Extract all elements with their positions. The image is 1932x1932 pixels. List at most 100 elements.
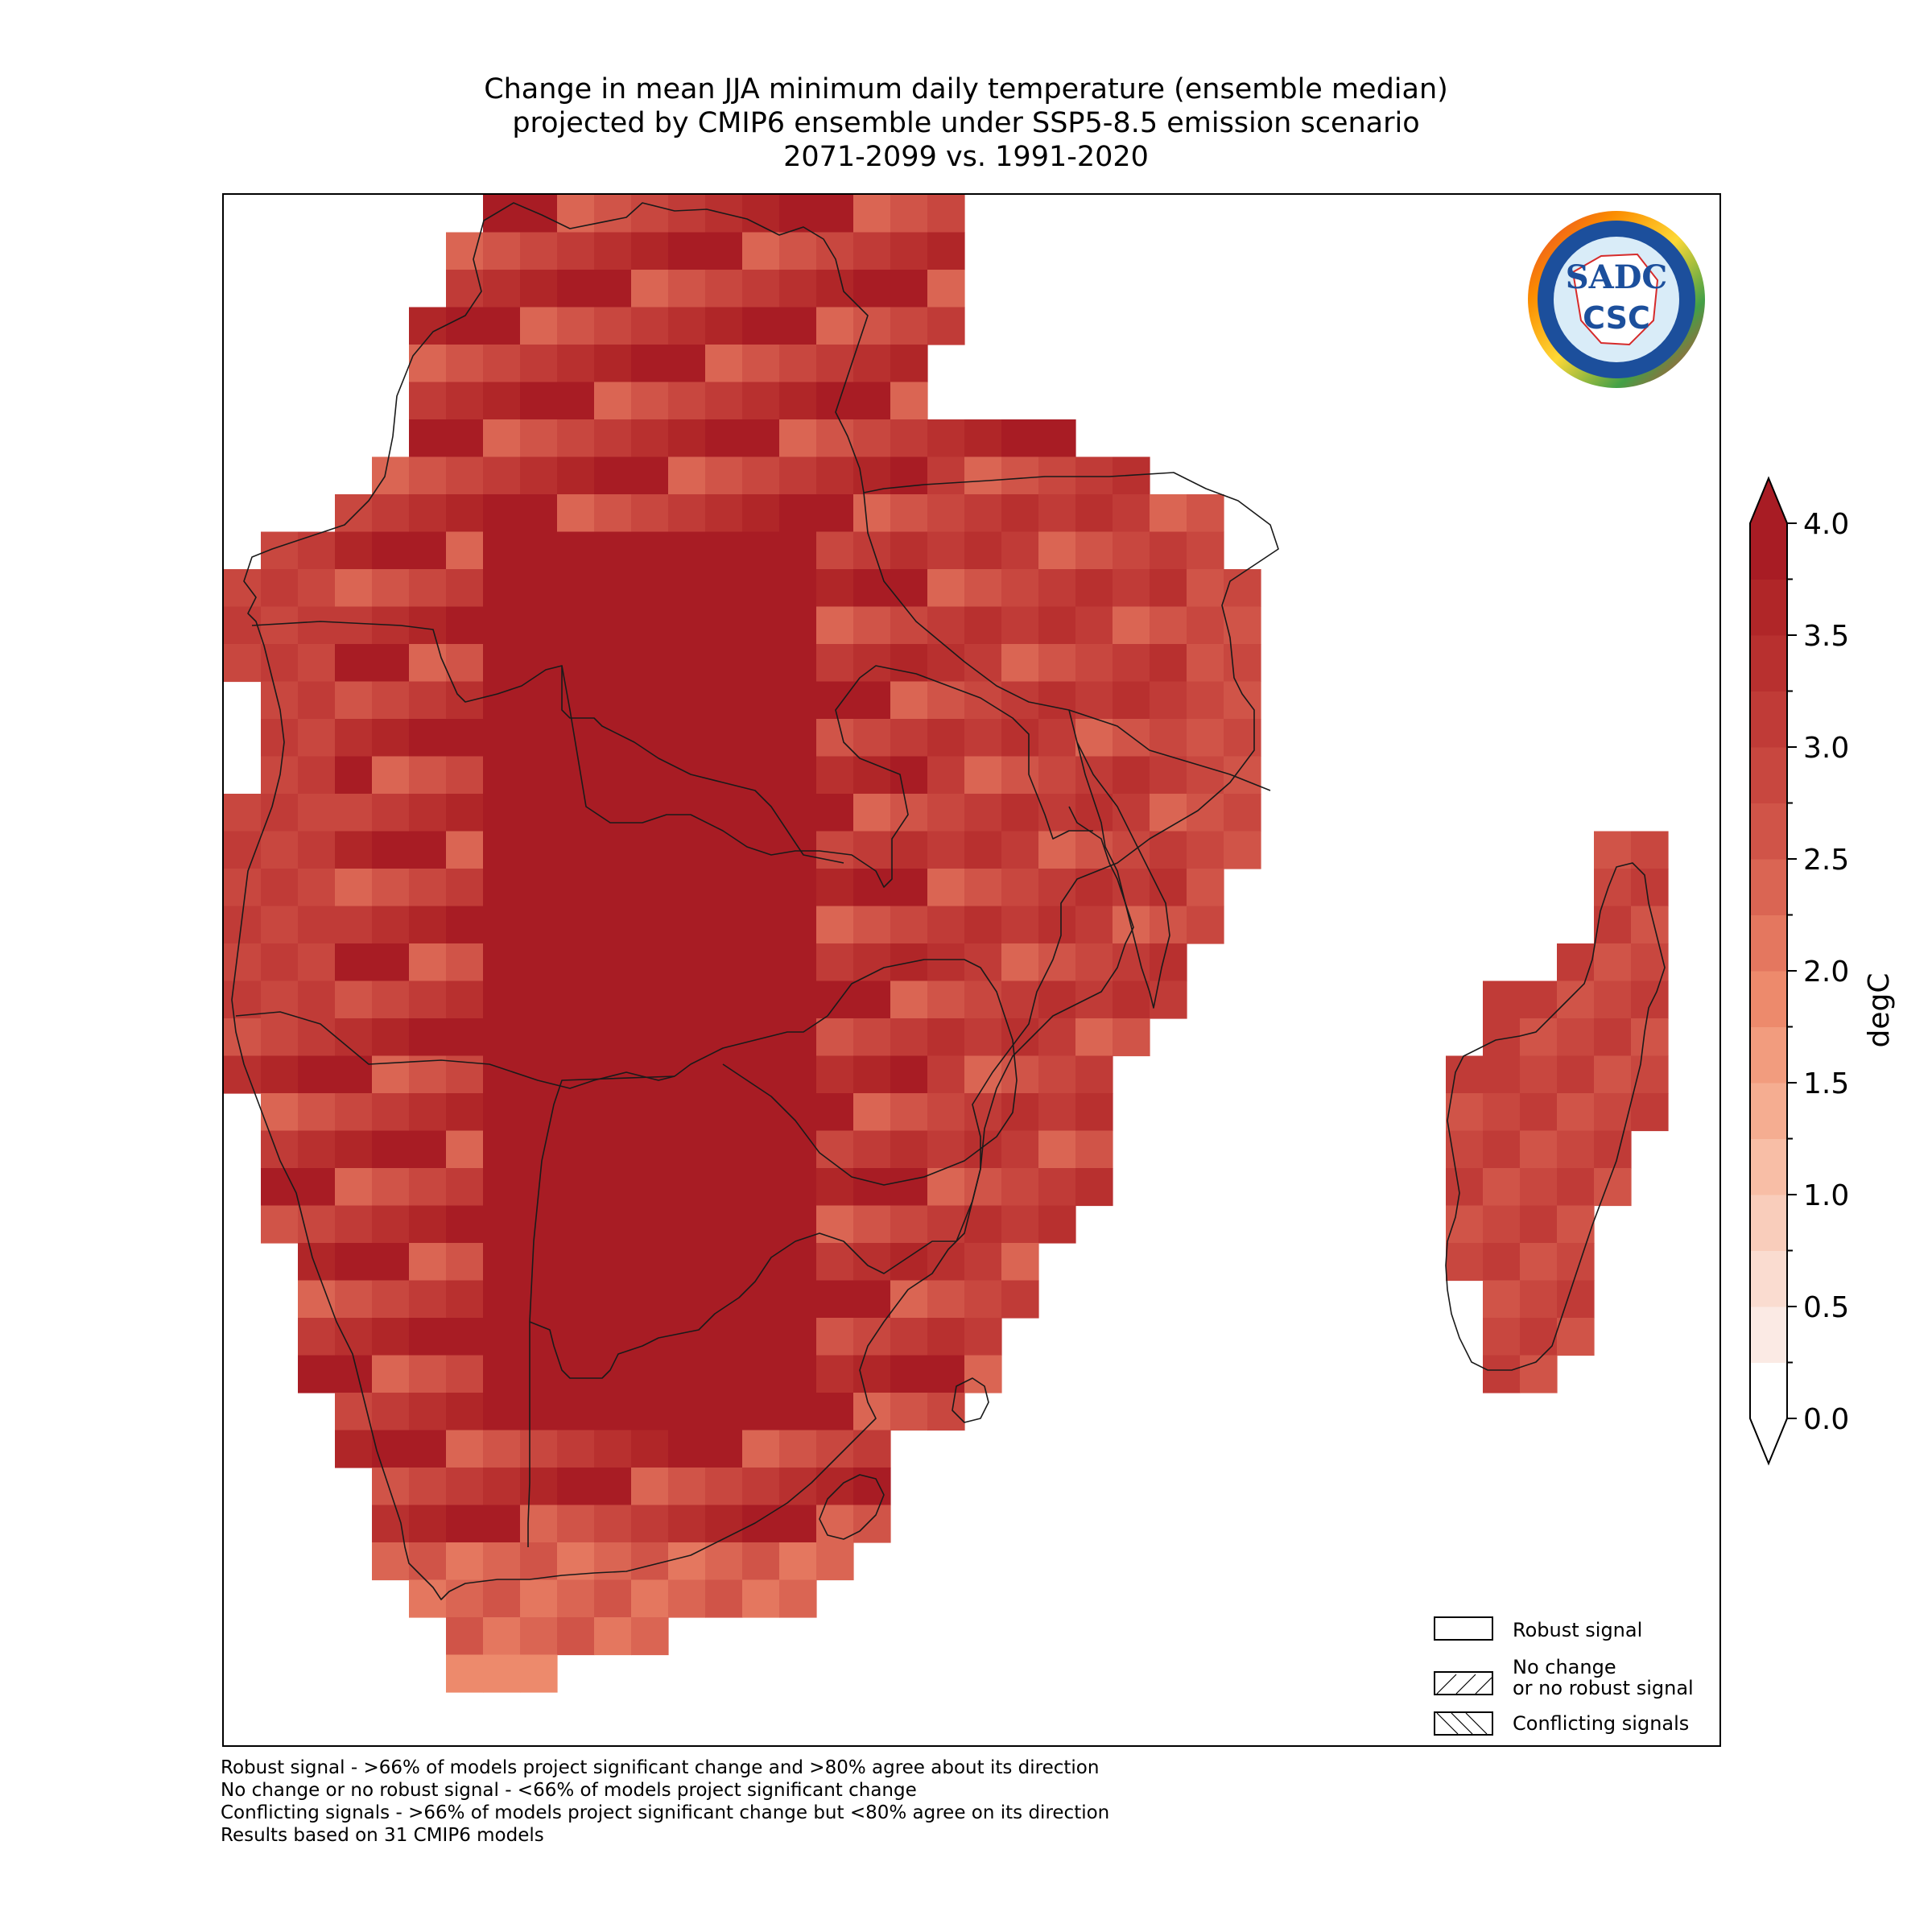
eswatini-border bbox=[952, 1377, 989, 1423]
logo-monogram: SADC bbox=[1566, 258, 1667, 296]
grid-cell bbox=[446, 1205, 484, 1244]
grid-cell bbox=[890, 232, 928, 270]
grid-cell bbox=[1224, 719, 1261, 758]
grid-cell bbox=[298, 1130, 336, 1169]
grid-cell bbox=[779, 1430, 817, 1468]
grid-cell bbox=[853, 1018, 891, 1057]
grid-cell bbox=[705, 1542, 743, 1581]
colorbar-segment bbox=[1750, 691, 1787, 748]
colorbar-segment bbox=[1750, 1083, 1787, 1139]
grid-cell bbox=[1001, 1243, 1039, 1282]
grid-cell bbox=[261, 569, 299, 608]
grid-cell bbox=[1113, 1018, 1150, 1057]
grid-cell bbox=[1150, 531, 1187, 570]
grid-cell bbox=[520, 606, 558, 645]
grid-cell bbox=[594, 232, 632, 270]
map-canvas bbox=[224, 195, 1669, 1693]
grid-cell bbox=[1224, 681, 1261, 720]
grid-cell bbox=[261, 831, 299, 869]
grid-cell bbox=[1113, 569, 1150, 608]
grid-cell bbox=[520, 1393, 558, 1431]
grid-cell bbox=[816, 1318, 854, 1356]
grid-cell bbox=[631, 869, 669, 907]
grid-cell bbox=[927, 456, 965, 495]
grid-cell bbox=[594, 1579, 632, 1618]
grid-cell bbox=[779, 1579, 817, 1618]
grid-cell bbox=[594, 1055, 632, 1094]
grid-cell bbox=[335, 681, 373, 720]
grid-cell bbox=[594, 1430, 632, 1468]
grid-cell bbox=[224, 869, 262, 907]
grid-cell bbox=[520, 1280, 558, 1319]
grid-cell bbox=[409, 1542, 447, 1581]
grid-cell bbox=[594, 1355, 632, 1393]
grid-cell bbox=[742, 831, 780, 869]
grid-cell bbox=[890, 980, 928, 1019]
grid-cell bbox=[816, 307, 854, 345]
grid-cell bbox=[1594, 869, 1632, 907]
grid-cell bbox=[1150, 831, 1187, 869]
grid-cell bbox=[779, 1055, 817, 1094]
grid-cell bbox=[668, 1093, 706, 1132]
grid-cell bbox=[557, 1168, 595, 1207]
grid-cell bbox=[779, 1318, 817, 1356]
grid-cell bbox=[1594, 980, 1632, 1019]
colorbar-segment bbox=[1750, 803, 1787, 860]
grid-cell bbox=[964, 1280, 1002, 1319]
grid-cell bbox=[409, 906, 447, 944]
grid-cell bbox=[1557, 1168, 1595, 1207]
grid-cell bbox=[1187, 794, 1224, 832]
grid-cell bbox=[816, 794, 854, 832]
grid-cell bbox=[779, 382, 817, 420]
grid-cell bbox=[964, 681, 1002, 720]
grid-cell bbox=[1187, 719, 1224, 758]
grid-cell bbox=[446, 1654, 484, 1693]
grid-cell bbox=[1631, 980, 1669, 1019]
grid-cell bbox=[668, 1505, 706, 1543]
grid-cell bbox=[705, 1468, 743, 1506]
grid-cell bbox=[483, 1205, 521, 1244]
grid-cell bbox=[483, 419, 521, 458]
grid-cell bbox=[298, 906, 336, 944]
grid-cell bbox=[594, 1505, 632, 1543]
grid-cell bbox=[890, 494, 928, 533]
grid-cell bbox=[409, 307, 447, 345]
grid-cell bbox=[668, 1168, 706, 1207]
grid-cell bbox=[224, 794, 262, 832]
grid-cell bbox=[1594, 1168, 1632, 1207]
grid-cell bbox=[853, 1280, 891, 1319]
grid-cell bbox=[557, 606, 595, 645]
grid-cell bbox=[483, 794, 521, 832]
grid-cell bbox=[631, 232, 669, 270]
grid-cell bbox=[853, 1318, 891, 1356]
grid-cell bbox=[816, 1280, 854, 1319]
grid-cell bbox=[557, 1280, 595, 1319]
grid-cell bbox=[964, 1168, 1002, 1207]
grid-cell bbox=[594, 943, 632, 982]
grid-cell bbox=[261, 869, 299, 907]
grid-cell bbox=[446, 644, 484, 683]
grid-cell bbox=[298, 1055, 336, 1094]
grid-cell bbox=[1483, 1355, 1521, 1393]
grid-cell bbox=[816, 1393, 854, 1431]
grid-cell bbox=[298, 531, 336, 570]
zambia-internal-border bbox=[561, 666, 844, 864]
grid-cell bbox=[372, 644, 410, 683]
grid-cell bbox=[1187, 681, 1224, 720]
grid-cell bbox=[1557, 1055, 1595, 1094]
grid-cell bbox=[483, 307, 521, 345]
grid-cell bbox=[372, 1168, 410, 1207]
grid-cell bbox=[1520, 1168, 1558, 1207]
grid-cell bbox=[446, 869, 484, 907]
grid-cell bbox=[1520, 1018, 1558, 1057]
grid-cell bbox=[409, 869, 447, 907]
grid-cell bbox=[668, 419, 706, 458]
grid-cell bbox=[631, 943, 669, 982]
grid-cell bbox=[409, 1430, 447, 1468]
colorbar-tick-label: 0.0 bbox=[1803, 1403, 1849, 1436]
grid-cell bbox=[520, 831, 558, 869]
grid-cell bbox=[853, 681, 891, 720]
grid-cell bbox=[261, 943, 299, 982]
grid-cell bbox=[520, 382, 558, 420]
grid-cell bbox=[964, 756, 1002, 795]
